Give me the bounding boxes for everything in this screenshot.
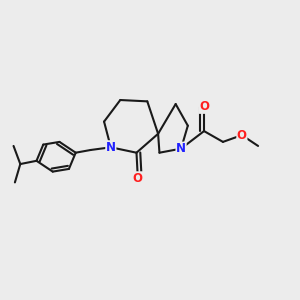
Text: O: O bbox=[237, 129, 247, 142]
Text: O: O bbox=[199, 100, 209, 113]
Text: N: N bbox=[106, 141, 116, 154]
Text: O: O bbox=[133, 172, 143, 185]
Text: N: N bbox=[176, 142, 186, 155]
